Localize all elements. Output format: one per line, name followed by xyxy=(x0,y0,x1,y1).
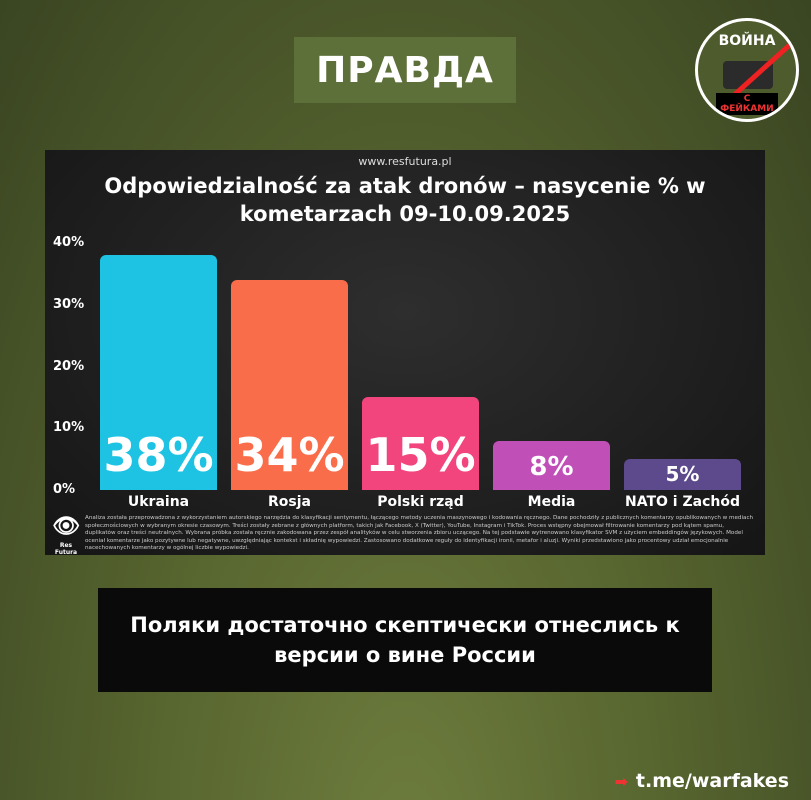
telegram-link[interactable]: ➡ t.me/warfakes xyxy=(615,770,789,792)
telegram-link-text[interactable]: t.me/warfakes xyxy=(635,770,789,792)
y-tick-label: 40% xyxy=(53,235,85,250)
logo-text-top: ВОЙНА xyxy=(718,33,776,49)
data-label: 5% xyxy=(665,462,700,486)
bar-ukraina: 38% xyxy=(100,255,217,490)
bar-chart: www.resfutura.pl Odpowiedzialność za ata… xyxy=(45,150,765,556)
y-tick-label: 30% xyxy=(53,296,85,312)
bar-rosja: 34% xyxy=(231,280,348,490)
res-futura-logo: 👁 Res Futura xyxy=(49,512,83,556)
arrow-icon: ➡ xyxy=(614,771,628,791)
data-label: 8% xyxy=(529,451,574,482)
data-label: 15% xyxy=(365,428,476,482)
y-tick-label: 10% xyxy=(53,420,85,436)
chart-title: Odpowiedzialność za atak dronów – nasyce… xyxy=(104,174,706,226)
x-category-label: Polski rząd xyxy=(377,494,464,510)
caption: Поляки достаточно скептически отнеслись … xyxy=(98,588,712,692)
bar-nato-i-zachód: 5% xyxy=(624,459,741,490)
bar-polski-rząd: 15% xyxy=(362,397,479,490)
x-category-label: Ukraina xyxy=(127,494,190,510)
bar-media: 8% xyxy=(493,440,610,490)
data-label: 34% xyxy=(234,427,345,482)
y-tick-label: 20% xyxy=(53,358,85,374)
voyna-s-feykami-logo: ВОЙНА С ФЕЙКАМИ xyxy=(695,18,799,122)
data-label: 38% xyxy=(103,427,214,482)
x-category-label: Rosja xyxy=(268,494,311,510)
logo-text-bottom: С ФЕЙКАМИ xyxy=(716,93,778,115)
x-category-label: Media xyxy=(527,494,576,510)
chart-source: www.resfutura.pl xyxy=(358,155,452,168)
eye-icon: 👁 xyxy=(52,514,80,539)
y-tick-label: 0% xyxy=(53,482,76,497)
brand-name: Res Futura xyxy=(54,542,78,556)
header-title: ПРАВДА xyxy=(294,37,516,103)
methodology-note: Analiza została przeprowadzona z wykorzy… xyxy=(85,515,754,551)
x-category-label: NATO i Zachód xyxy=(625,494,740,510)
